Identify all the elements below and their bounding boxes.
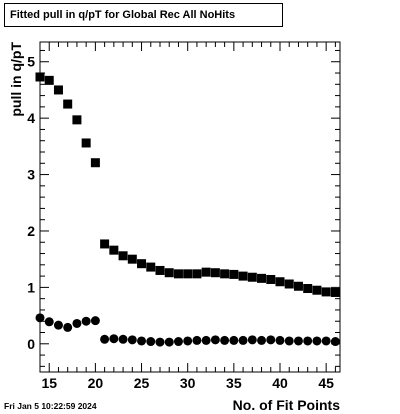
circle-marker [275, 335, 285, 345]
circle-marker [44, 317, 54, 327]
y-tick-label: 0 [27, 336, 35, 352]
circle-marker [53, 320, 63, 330]
circle-marker [118, 334, 128, 344]
circle-marker [63, 322, 73, 332]
x-tick-label: 30 [180, 375, 196, 391]
y-axis-label: pull in q/pT [8, 42, 24, 117]
circle-marker [173, 337, 183, 347]
x-tick-label: 45 [318, 375, 334, 391]
circle-marker [284, 336, 294, 346]
square-marker [164, 268, 174, 278]
circle-marker [312, 336, 322, 346]
x-tick-label: 15 [41, 375, 57, 391]
circle-marker [220, 335, 230, 345]
square-marker [275, 277, 285, 287]
square-marker [44, 75, 54, 85]
circle-marker [100, 334, 110, 344]
circle-marker [266, 335, 276, 345]
square-marker [284, 279, 294, 289]
x-tick-label: 25 [134, 375, 150, 391]
square-marker [312, 285, 322, 295]
circle-marker [109, 334, 119, 344]
y-tick-label: 4 [27, 110, 35, 126]
square-marker [100, 239, 110, 249]
circle-marker [146, 337, 156, 347]
square-marker [220, 269, 230, 279]
y-tick-label: 2 [27, 223, 35, 239]
circle-marker [127, 335, 137, 345]
y-tick-label: 1 [27, 279, 35, 295]
axis-ticks [39, 42, 340, 372]
chart-title: Fitted pull in q/pT for Global Rec All N… [4, 3, 283, 27]
square-marker [238, 271, 248, 281]
circle-marker [81, 316, 91, 326]
square-marker [146, 262, 156, 272]
square-marker [321, 287, 331, 297]
circle-marker [229, 335, 239, 345]
circle-marker [155, 337, 165, 347]
square-marker [192, 269, 202, 279]
square-marker [63, 99, 73, 109]
circle-marker [238, 335, 248, 345]
x-axis-label: No. of Fit Points [233, 397, 341, 413]
circle-marker [210, 335, 220, 345]
square-marker [53, 85, 63, 95]
x-tick-label: 40 [272, 375, 288, 391]
square-marker [266, 274, 276, 284]
circle-marker [293, 336, 303, 346]
circle-marker [192, 335, 202, 345]
data-markers [35, 72, 340, 347]
square-marker [72, 115, 82, 125]
circle-marker [321, 336, 331, 346]
square-marker [330, 287, 340, 297]
square-marker [303, 284, 313, 294]
circle-marker [164, 337, 174, 347]
square-marker [155, 265, 165, 275]
circle-marker [35, 313, 45, 323]
circle-marker [90, 316, 100, 326]
circle-marker [201, 335, 211, 345]
square-marker [201, 267, 211, 277]
square-marker [118, 251, 128, 261]
square-marker [293, 281, 303, 291]
timestamp: Fri Jan 5 10:22:59 2024 [4, 401, 97, 411]
square-marker [109, 245, 119, 255]
circle-marker [330, 337, 340, 347]
square-marker [35, 72, 45, 82]
circle-marker [303, 336, 313, 346]
y-tick-label: 5 [27, 54, 35, 70]
square-marker [90, 158, 100, 168]
circle-marker [247, 335, 257, 345]
square-marker [247, 272, 257, 282]
y-tick-label: 3 [27, 167, 35, 183]
circle-marker [257, 335, 267, 345]
circle-marker [137, 336, 147, 346]
square-marker [229, 269, 239, 279]
square-marker [257, 273, 267, 283]
square-marker [81, 138, 91, 148]
square-marker [137, 259, 147, 269]
circle-marker [72, 318, 82, 328]
square-marker [127, 254, 137, 264]
circle-marker [183, 336, 193, 346]
plot-frame [39, 41, 341, 373]
x-tick-label: 35 [226, 375, 242, 391]
square-marker [173, 269, 183, 279]
x-tick-label: 20 [88, 375, 104, 391]
square-marker [183, 269, 193, 279]
square-marker [210, 268, 220, 278]
